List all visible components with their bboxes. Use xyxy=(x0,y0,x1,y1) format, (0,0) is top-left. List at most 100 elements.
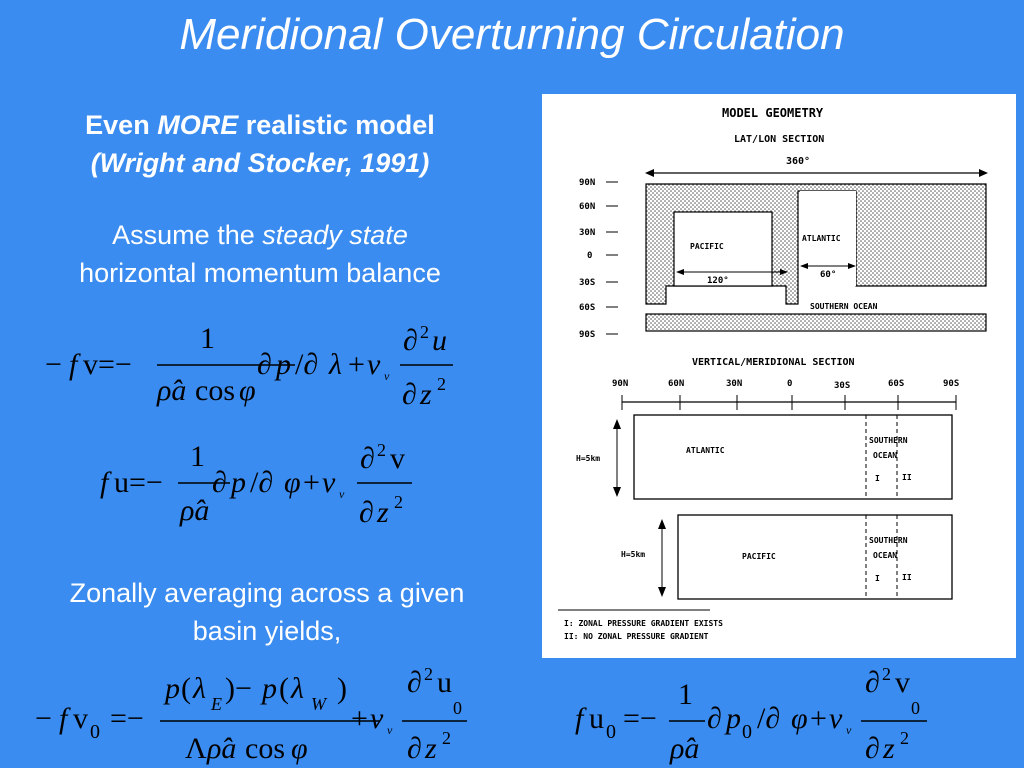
svg-text:Λ: Λ xyxy=(185,732,207,765)
svg-text:+: + xyxy=(348,348,365,381)
axis-label: 60N xyxy=(668,379,684,389)
svg-text:2: 2 xyxy=(900,728,909,748)
assume-pre: Assume the xyxy=(112,220,255,250)
equation-zonal-averaged-1: − f v 0 =− p ( λ E )− p ( λ W ) Λ ρ̂a co… xyxy=(35,664,467,765)
svg-text:1: 1 xyxy=(200,322,215,355)
zonal-average-text: Zonally averaging across a given basin y… xyxy=(0,574,534,650)
svg-text:/∂: /∂ xyxy=(757,702,780,735)
zone-one-label: I xyxy=(875,474,880,483)
svg-text:p: p xyxy=(229,466,246,499)
zonal-line1: Zonally averaging across a given xyxy=(69,578,465,608)
svg-text:W: W xyxy=(311,694,328,714)
equation-meridional-momentum: f u=− 1 ρ̂a ∂ p /∂ φ + ν v ∂ 2 v ∂ z 2 xyxy=(100,440,412,529)
axis-label: 90N xyxy=(612,379,628,389)
lat-label: 90N xyxy=(579,178,595,188)
svg-text:E: E xyxy=(210,694,222,714)
atlantic-section-box xyxy=(633,414,953,500)
svg-text:cos: cos xyxy=(195,374,235,407)
lat-label: 90S xyxy=(579,330,595,340)
svg-text:/∂: /∂ xyxy=(295,348,318,381)
axis-label: 30N xyxy=(726,379,742,389)
svg-text:φ: φ xyxy=(284,466,301,499)
svg-text:0: 0 xyxy=(606,721,616,743)
svg-text:2: 2 xyxy=(424,664,433,684)
svg-text:∂: ∂ xyxy=(360,442,375,475)
axis-label: 0 xyxy=(787,379,792,389)
svg-text:φ: φ xyxy=(791,702,808,735)
svg-text:z: z xyxy=(424,732,437,765)
vertical-section-title: VERTICAL/MERIDIONAL SECTION xyxy=(692,357,855,368)
svg-text:u=−: u=− xyxy=(114,466,163,499)
slide-title: Meridional Overturning Circulation xyxy=(179,10,845,59)
svg-text:ρ̂a: ρ̂a xyxy=(156,374,186,407)
svg-text:ν: ν xyxy=(370,702,384,735)
antarctica xyxy=(645,313,987,332)
svg-text:u: u xyxy=(437,666,452,699)
svg-text:2: 2 xyxy=(394,492,403,512)
svg-text:∂: ∂ xyxy=(402,378,417,411)
svg-text:∂: ∂ xyxy=(865,732,880,765)
svg-text:∂: ∂ xyxy=(407,732,422,765)
svg-text:)−: )− xyxy=(225,672,252,705)
svg-text:/∂: /∂ xyxy=(250,466,273,499)
depth-label: H=5km xyxy=(576,454,600,463)
svg-text:f: f xyxy=(69,348,81,381)
svg-text:+: + xyxy=(810,702,827,735)
svg-text:1: 1 xyxy=(190,440,205,473)
svg-text:): ) xyxy=(337,672,347,705)
svg-text:φ: φ xyxy=(239,374,256,407)
svg-text:0: 0 xyxy=(90,721,100,743)
lat-label: 60S xyxy=(579,303,595,313)
ocean-label: OCEAN xyxy=(873,451,897,460)
svg-text:∂: ∂ xyxy=(212,466,227,499)
depth-label: H=5km xyxy=(621,550,645,559)
svg-text:v: v xyxy=(73,702,88,735)
svg-text:0: 0 xyxy=(453,698,462,718)
diagram-title: MODEL GEOMETRY xyxy=(722,106,824,120)
svg-text:p: p xyxy=(163,672,180,705)
southern-label: SOUTHERN xyxy=(869,436,908,445)
latlon-title: LAT/LON SECTION xyxy=(734,134,824,145)
svg-text:p: p xyxy=(260,672,277,705)
svg-text:λ: λ xyxy=(328,348,342,381)
legend-zone-two: II: NO ZONAL PRESSURE GRADIENT xyxy=(564,632,709,641)
zone-two-label: II xyxy=(902,473,912,482)
assume-emph: steady state xyxy=(262,220,408,250)
axis-label: 60S xyxy=(888,379,904,389)
svg-text:2: 2 xyxy=(442,728,451,748)
heading-citation: (Wright and Stocker, 1991) xyxy=(90,148,430,178)
zone-one-label: I xyxy=(875,574,880,583)
model-geometry-diagram: MODEL GEOMETRY LAT/LON SECTION 360° 90N … xyxy=(542,94,1016,658)
svg-text:∂: ∂ xyxy=(359,496,374,529)
model-heading: Even MORE realistic model (Wright and St… xyxy=(20,106,500,182)
pacific-section-box xyxy=(677,514,953,600)
svg-text:(: ( xyxy=(279,672,289,705)
svg-text:2: 2 xyxy=(437,374,446,394)
pacific-width-label: 120° xyxy=(707,276,729,286)
svg-text:0: 0 xyxy=(911,698,920,718)
svg-text:∂: ∂ xyxy=(707,702,722,735)
pacific-basin xyxy=(673,211,773,287)
svg-text:u: u xyxy=(589,702,604,735)
svg-text:p: p xyxy=(274,348,291,381)
svg-text:f: f xyxy=(59,702,71,735)
assume-text: Assume the steady state horizontal momen… xyxy=(20,216,500,292)
atlantic-basin xyxy=(800,191,856,286)
axis-label: 90S xyxy=(943,379,959,389)
svg-text:v: v xyxy=(390,442,405,475)
svg-text:v: v xyxy=(387,723,393,737)
svg-text:+: + xyxy=(303,466,320,499)
southern-label: SOUTHERN xyxy=(869,536,908,545)
svg-text:ρ̂a: ρ̂a xyxy=(206,732,236,765)
svg-text:p: p xyxy=(724,702,741,735)
svg-text:φ: φ xyxy=(291,732,308,765)
ocean-label: OCEAN xyxy=(873,551,897,560)
svg-text:ρ̂a: ρ̂a xyxy=(179,494,209,527)
equation-zonal-averaged-2: f u 0 =− 1 ρ̂a ∂ p 0 /∂ φ + ν v ∂ 2 v 0 … xyxy=(575,664,927,765)
svg-text:v: v xyxy=(846,723,852,737)
svg-text:∂: ∂ xyxy=(257,348,272,381)
svg-text:ρ̂a: ρ̂a xyxy=(669,732,699,765)
svg-text:ν: ν xyxy=(829,702,843,735)
svg-text:+: + xyxy=(351,702,368,735)
svg-text:(: ( xyxy=(181,672,191,705)
